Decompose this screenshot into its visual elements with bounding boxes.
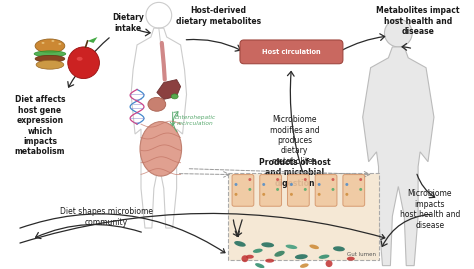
Ellipse shape	[265, 259, 274, 263]
Circle shape	[235, 193, 237, 196]
Ellipse shape	[274, 251, 285, 257]
Circle shape	[248, 178, 251, 181]
Ellipse shape	[35, 39, 65, 53]
Circle shape	[359, 188, 362, 191]
FancyBboxPatch shape	[232, 175, 254, 206]
Ellipse shape	[234, 241, 246, 247]
FancyBboxPatch shape	[240, 40, 343, 64]
FancyBboxPatch shape	[260, 175, 282, 206]
Polygon shape	[157, 80, 181, 99]
Ellipse shape	[333, 246, 345, 251]
Polygon shape	[88, 37, 98, 43]
Circle shape	[68, 47, 100, 79]
Ellipse shape	[285, 245, 297, 249]
Ellipse shape	[347, 257, 355, 261]
Text: Diet shapes microbiome
community: Diet shapes microbiome community	[60, 207, 153, 227]
Text: Host-derived
dietary metabolites: Host-derived dietary metabolites	[176, 6, 261, 26]
Circle shape	[346, 193, 348, 196]
Circle shape	[304, 188, 307, 191]
FancyBboxPatch shape	[287, 175, 309, 206]
Text: Products of host
and microbial
digestion: Products of host and microbial digestion	[259, 158, 330, 187]
Text: Enterohepatic
recirculation: Enterohepatic recirculation	[175, 115, 216, 126]
Ellipse shape	[42, 42, 45, 44]
Ellipse shape	[261, 242, 274, 247]
Ellipse shape	[300, 263, 309, 268]
Ellipse shape	[171, 94, 178, 99]
Bar	[228, 173, 379, 260]
Circle shape	[384, 19, 412, 47]
Text: Microbiome
modifies and
produces
dietary
metabolites: Microbiome modifies and produces dietary…	[270, 115, 319, 166]
Text: Gut lumen: Gut lumen	[346, 252, 375, 257]
Ellipse shape	[58, 43, 61, 45]
Ellipse shape	[241, 255, 248, 262]
Ellipse shape	[319, 254, 329, 259]
Ellipse shape	[255, 263, 264, 268]
Text: Dietary
intake: Dietary intake	[112, 13, 144, 33]
FancyBboxPatch shape	[343, 175, 365, 206]
Circle shape	[235, 183, 237, 186]
Ellipse shape	[246, 255, 254, 259]
Text: Diet affects
host gene
expression
which
impacts
metabolism: Diet affects host gene expression which …	[15, 95, 65, 156]
Ellipse shape	[35, 55, 65, 62]
Circle shape	[304, 178, 307, 181]
Text: Microbiome
impacts
host health and
disease: Microbiome impacts host health and disea…	[400, 189, 460, 230]
Ellipse shape	[34, 51, 66, 57]
Circle shape	[262, 183, 265, 186]
Circle shape	[248, 188, 251, 191]
FancyBboxPatch shape	[315, 175, 337, 206]
Text: Metabolites impact
host health and
disease: Metabolites impact host health and disea…	[376, 6, 460, 36]
Ellipse shape	[326, 260, 332, 267]
Circle shape	[359, 178, 362, 181]
Ellipse shape	[253, 249, 263, 253]
Circle shape	[346, 183, 348, 186]
Ellipse shape	[140, 122, 182, 176]
Circle shape	[318, 183, 320, 186]
Circle shape	[331, 178, 335, 181]
Ellipse shape	[148, 97, 166, 111]
Circle shape	[276, 178, 279, 181]
Ellipse shape	[36, 60, 64, 69]
Circle shape	[290, 193, 293, 196]
Ellipse shape	[310, 245, 319, 249]
Ellipse shape	[77, 57, 82, 61]
Circle shape	[331, 188, 335, 191]
Circle shape	[290, 183, 293, 186]
Ellipse shape	[295, 254, 308, 259]
Circle shape	[276, 188, 279, 191]
Circle shape	[262, 193, 265, 196]
Polygon shape	[363, 47, 434, 266]
Ellipse shape	[52, 40, 55, 42]
Text: Host circulation: Host circulation	[262, 49, 321, 55]
Circle shape	[318, 193, 320, 196]
